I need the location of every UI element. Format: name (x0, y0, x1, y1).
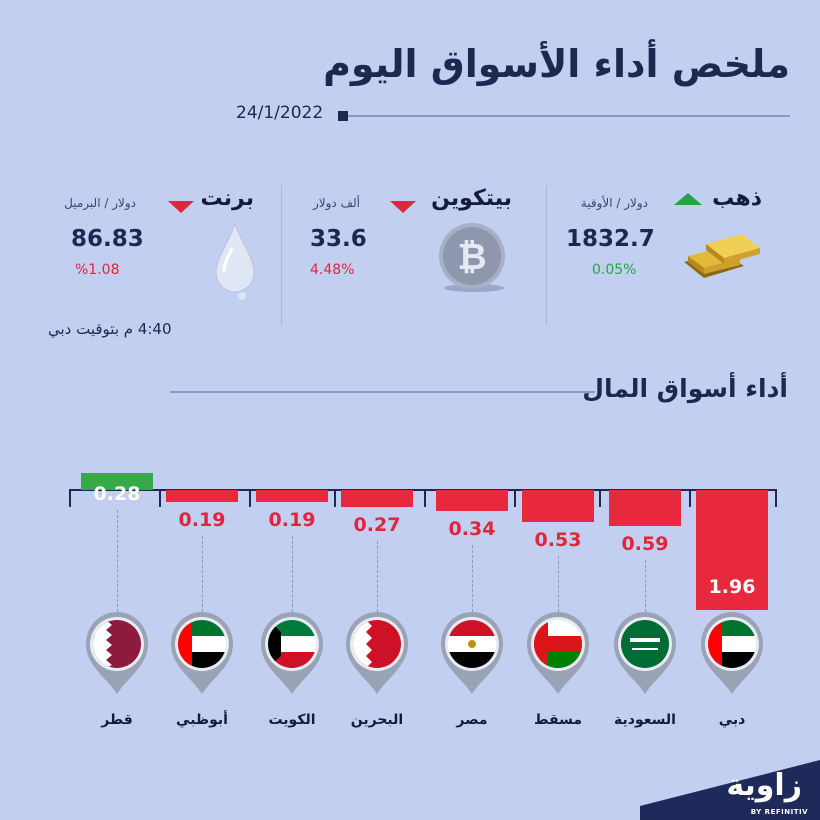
page-title: ملخص أداء الأسواق اليوم (323, 42, 790, 86)
leader-line (558, 556, 560, 612)
bar-3 (436, 490, 508, 511)
leader-line (645, 560, 647, 612)
flag-pin-icon (701, 612, 763, 694)
axis-tick (249, 489, 251, 507)
market-label: البحرين (350, 712, 404, 728)
market-label: قطر (101, 712, 133, 728)
axis-tick (69, 489, 71, 507)
axis-tick (599, 489, 601, 507)
brent-change: %1.08 (75, 262, 120, 278)
gold-name: ذهب (712, 186, 762, 211)
svg-text:₿: ₿ (457, 237, 486, 278)
value-label: 0.53 (534, 529, 582, 552)
axis-tick (334, 489, 336, 507)
leader-line (377, 540, 379, 612)
value-label: 0.34 (448, 517, 496, 540)
bitcoin-unit: ألف دولار (312, 196, 360, 210)
bar-7 (81, 472, 153, 490)
axis-tick (159, 489, 161, 507)
brand-ribbon (640, 760, 820, 820)
column-divider (281, 185, 282, 325)
flag-pin-icon (261, 612, 323, 694)
brand-logo: زاوية (726, 768, 802, 803)
gold-price: 1832.7 (566, 226, 655, 252)
date-bullet (338, 111, 348, 121)
value-label: 0.28 (93, 482, 141, 505)
market-label: مصر (456, 712, 488, 728)
value-label: 0.19 (178, 508, 226, 531)
gold-unit: دولار / الأوقية (580, 196, 648, 210)
market-label: دبي (718, 712, 746, 728)
axis-tick (424, 489, 426, 507)
bitcoin-name: بيتكوين (431, 186, 512, 211)
brand-sub: BY REFINITIV (750, 808, 808, 816)
axis-tick (775, 489, 777, 507)
time-note: 4:40 م بتوقيت دبي (48, 320, 172, 338)
leader-line (292, 535, 294, 612)
value-label: 0.19 (268, 508, 316, 531)
bar-6 (166, 490, 238, 502)
market-label: مسقط (534, 712, 582, 728)
bitcoin-icon: ₿ (439, 223, 505, 292)
flag-pin-icon (527, 612, 589, 694)
bar-4 (341, 490, 413, 507)
brent-name: برنت (200, 186, 255, 211)
bar-0 (696, 490, 768, 610)
leader-line (472, 544, 474, 612)
flag-pin-icon (86, 612, 148, 694)
brent-price: 86.83 (71, 226, 144, 252)
value-label: 0.27 (353, 513, 401, 536)
leader-line (117, 510, 119, 612)
bar-1 (609, 490, 681, 527)
axis-tick (689, 489, 691, 507)
value-label: 0.59 (621, 533, 669, 556)
date-rule (345, 115, 790, 117)
bar-5 (256, 490, 328, 502)
market-label: أبوظبي (176, 712, 228, 728)
flag-pin-icon (346, 612, 408, 694)
leader-line (202, 535, 204, 612)
up-arrow-icon (674, 193, 702, 205)
chart-axis (70, 489, 776, 491)
brent-unit: دولار / البرميل (64, 196, 136, 210)
section-title: أداء أسواق المال (582, 374, 788, 403)
bitcoin-price: 33.6 (310, 226, 367, 252)
value-label: 1.96 (708, 575, 756, 598)
down-arrow-icon (168, 201, 194, 213)
flag-pin-icon (441, 612, 503, 694)
gold-bars-icon (684, 234, 760, 278)
bar-2 (522, 490, 594, 523)
gold-change: 0.05% (592, 262, 637, 278)
flag-pin-icon (171, 612, 233, 694)
market-label: السعودية (614, 712, 676, 728)
flag-pin-icon (614, 612, 676, 694)
date-label: 24/1/2022 (236, 103, 324, 123)
market-label: الكويت (268, 712, 316, 728)
section-rule (170, 391, 595, 393)
axis-tick (514, 489, 516, 507)
column-divider (546, 185, 547, 325)
bitcoin-change: 4.48% (310, 262, 355, 278)
down-arrow-icon (390, 201, 416, 213)
oil-drop-icon (215, 222, 255, 300)
